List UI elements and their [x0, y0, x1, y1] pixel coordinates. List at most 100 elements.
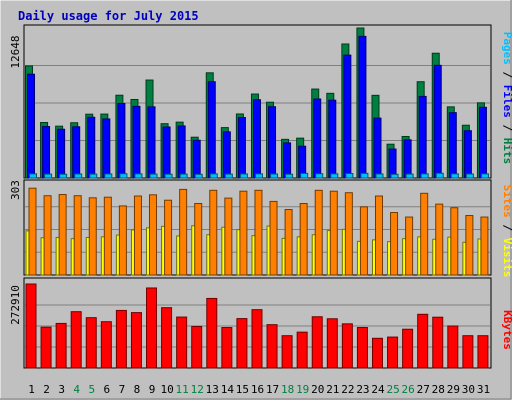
- kbytes-bar: [417, 313, 429, 369]
- kbytes-bar: [402, 328, 414, 369]
- kbytes-bar: [251, 309, 263, 369]
- panel1-max-label: 12648: [9, 35, 22, 68]
- files-bar: [388, 148, 397, 179]
- day-tick-label: 12: [191, 383, 204, 396]
- kbytes-bar: [236, 318, 248, 369]
- files-bar: [463, 130, 472, 179]
- day-tick-label: 8: [134, 383, 141, 396]
- kbytes-bar: [296, 331, 308, 369]
- pages-bar: [44, 173, 53, 179]
- pages-bar: [330, 173, 339, 179]
- kbytes-bar: [371, 337, 383, 369]
- sites-bar: [374, 195, 383, 276]
- pages-bar: [89, 173, 98, 179]
- sites-bar: [164, 199, 173, 276]
- day-tick-label: 13: [206, 383, 219, 396]
- legend-hits: Hits: [501, 138, 512, 165]
- kbytes-bar: [161, 307, 173, 369]
- legend-visits: Visits: [501, 238, 512, 278]
- pages-bar: [345, 172, 354, 179]
- files-bar: [147, 106, 156, 179]
- files-bar: [177, 125, 186, 179]
- sites-bar: [179, 188, 188, 276]
- pages-bar: [224, 173, 233, 179]
- sites-bar: [269, 200, 278, 276]
- sites-bar: [224, 197, 233, 276]
- kbytes-bar: [25, 283, 37, 369]
- legend-pages: Pages: [501, 32, 512, 65]
- pages-bar: [480, 173, 489, 179]
- pages-bar: [209, 173, 218, 179]
- day-tick-label: 22: [341, 383, 354, 396]
- kbytes-bar: [477, 335, 489, 369]
- kbytes-bar: [191, 325, 203, 369]
- files-bar: [192, 139, 201, 179]
- kbytes-bar: [55, 322, 67, 369]
- kbytes-bar: [130, 312, 142, 369]
- kbytes-bar: [176, 316, 188, 369]
- sites-bar: [465, 215, 474, 276]
- sites-bar: [194, 203, 203, 276]
- files-bar: [268, 106, 277, 179]
- pages-bar: [104, 173, 113, 179]
- sites-bar: [405, 216, 414, 276]
- pages-bar: [435, 172, 444, 179]
- files-bar: [373, 117, 382, 179]
- files-bar: [222, 131, 231, 179]
- files-bar: [343, 54, 352, 179]
- sites-bar: [254, 189, 263, 276]
- day-tick-label: 21: [326, 383, 339, 396]
- chart-title: Daily usage for July 2015: [18, 9, 199, 23]
- pages-bar: [405, 173, 414, 179]
- kbytes-bar: [221, 327, 233, 369]
- pages-bar: [270, 173, 279, 179]
- kbytes-bar: [387, 336, 399, 369]
- panel1-axis-legend: Pages / Files / Hits: [501, 32, 512, 165]
- files-bar: [283, 142, 292, 179]
- kbytes-bar: [115, 309, 127, 369]
- sites-bar: [133, 195, 142, 276]
- sites-bar: [73, 195, 82, 276]
- pages-bar: [375, 173, 384, 179]
- legend-sep-1: /: [501, 65, 512, 85]
- sites-bar: [58, 194, 67, 276]
- sites-bar: [329, 190, 338, 276]
- kbytes-bar: [146, 287, 158, 369]
- day-tick-label: 17: [266, 383, 279, 396]
- day-tick-label: 2: [43, 383, 50, 396]
- sites-bar: [103, 196, 112, 276]
- pages-bar: [390, 173, 399, 179]
- sites-bar: [88, 197, 97, 276]
- pages-bar: [164, 173, 173, 179]
- files-bar: [313, 98, 322, 179]
- pages-bar: [465, 173, 474, 179]
- kbytes-bar: [281, 335, 293, 369]
- sites-bar: [420, 192, 429, 276]
- kbytes-bar: [85, 317, 97, 369]
- sites-bar: [284, 209, 293, 276]
- files-bar: [72, 126, 81, 179]
- day-tick-label: 7: [119, 383, 126, 396]
- pages-bar: [450, 173, 459, 179]
- day-tick-label: 30: [462, 383, 475, 396]
- day-tick-label: 26: [402, 383, 415, 396]
- kbytes-bar: [341, 323, 353, 369]
- day-tick-label: 20: [311, 383, 324, 396]
- day-tick-label: 27: [417, 383, 430, 396]
- day-tick-label: 14: [221, 383, 235, 396]
- files-bar: [57, 128, 66, 179]
- pages-bar: [300, 172, 309, 179]
- files-bar: [102, 118, 111, 179]
- sites-bar: [390, 212, 399, 276]
- files-bar: [237, 117, 246, 179]
- panel2-max-label: 303: [9, 180, 22, 200]
- visits-sites-panel: [23, 179, 492, 276]
- files-bar: [162, 126, 171, 179]
- files-bar: [418, 95, 427, 179]
- kbytes-bar: [326, 318, 338, 369]
- pages-bar: [149, 173, 158, 179]
- sites-bar: [239, 190, 248, 276]
- pages-bar: [29, 173, 37, 179]
- kbytes-bar: [266, 324, 278, 369]
